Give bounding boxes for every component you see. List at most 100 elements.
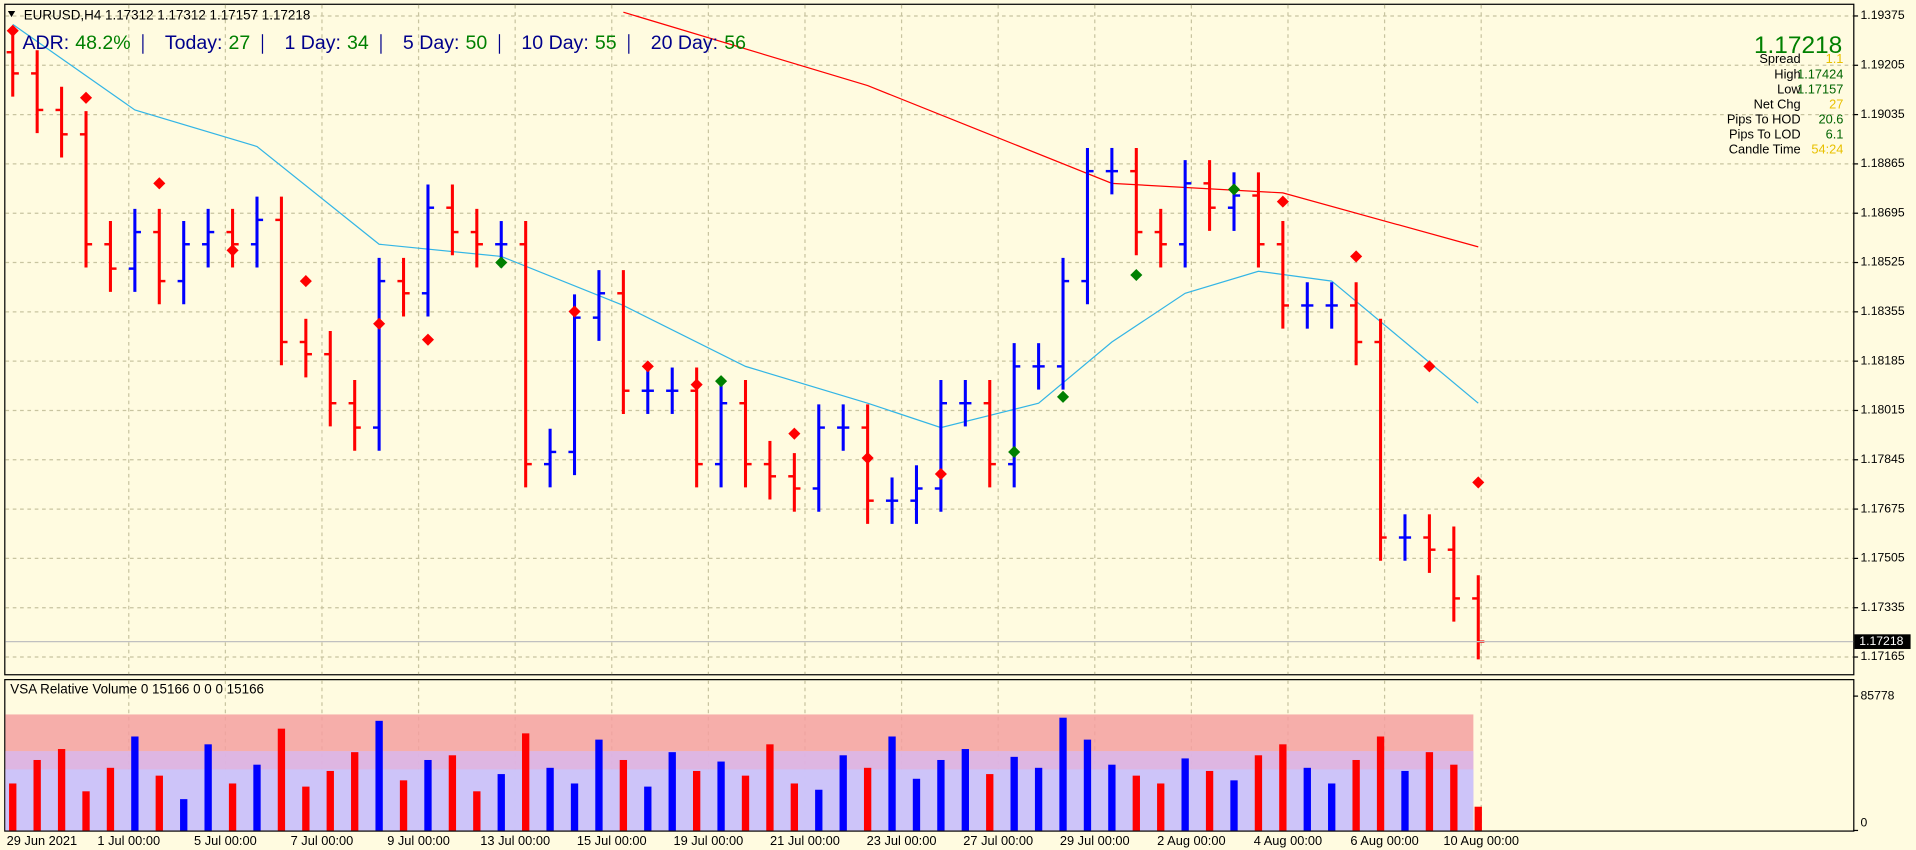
signal-diamond (421, 333, 435, 346)
y-tick-label: 1.17675 (1861, 501, 1905, 515)
volume-bar (277, 728, 286, 831)
y-tick-label: 1.19375 (1861, 8, 1905, 22)
info-label: Candle Time (1729, 141, 1801, 156)
adr-label: 20 Day: (651, 32, 718, 54)
ma-fast (12, 23, 1479, 429)
x-tick-label: 7 Jul 00:00 (291, 833, 354, 848)
volume-bar (228, 783, 237, 831)
volume-bar (766, 744, 774, 831)
volume-bar (1205, 770, 1214, 831)
volume-bar (497, 774, 505, 831)
menu-arrow (7, 10, 16, 18)
volume-bar (790, 783, 799, 831)
x-tick-label: 29 Jun 2021 (7, 833, 78, 848)
volume-bar (1425, 752, 1434, 831)
x-tick-label: 13 Jul 00:00 (480, 833, 550, 848)
volume-bar (570, 783, 579, 831)
volume-bar (33, 759, 41, 831)
x-tick-label: 15 Jul 00:00 (577, 833, 647, 848)
price-tag (1854, 634, 1911, 649)
volume-bar (1230, 780, 1238, 831)
volume-bar (1450, 764, 1458, 831)
signal-diamond (226, 244, 239, 257)
y-tick-label: 1.18185 (1861, 353, 1905, 367)
info-value: 20.6 (1818, 111, 1843, 126)
volume-bar (741, 775, 750, 831)
x-tick-label: 1 Jul 00:00 (97, 833, 160, 848)
volume-bar (717, 761, 725, 831)
x-tick-label: 27 Jul 00:00 (963, 833, 1033, 848)
volume-bar (1401, 770, 1409, 831)
y-tick-label: 1.18015 (1861, 403, 1905, 417)
band-low (5, 769, 1474, 831)
y-tick-label: 1.18355 (1861, 304, 1905, 318)
x-tick-label: 10 Aug 00:00 (1443, 833, 1519, 848)
volume-bar (448, 755, 457, 831)
big-price: 1.17218 (1754, 32, 1842, 59)
volume-bar (473, 791, 481, 831)
volume-bar (253, 764, 261, 831)
volume-bar (522, 733, 530, 831)
x-tick-label: 23 Jul 00:00 (867, 833, 937, 848)
volume-bar (351, 752, 359, 831)
x-tick-label: 19 Jul 00:00 (673, 833, 743, 848)
volume-bar (1083, 739, 1092, 831)
volume-bar (326, 770, 334, 831)
volume-bar (9, 783, 17, 831)
price-tag-label: 1.17218 (1859, 634, 1903, 648)
volume-bar (1034, 767, 1043, 831)
y-tick-label: 1.18865 (1861, 156, 1905, 170)
volume-bar (1328, 783, 1336, 831)
x-tick-label: 4 Aug 00:00 (1254, 833, 1322, 848)
volume-bar (619, 759, 628, 831)
adr-label: 5 Day: (403, 32, 459, 54)
volume-bar (692, 770, 701, 831)
texts: EURUSD,H4 1.17312 1.17312 1.17157 1.1721… (7, 7, 1905, 847)
x-tick-label: 6 Aug 00:00 (1350, 833, 1418, 848)
volume-title: VSA Relative Volume 0 15166 0 0 0 15166 (10, 682, 264, 697)
volume-bar (155, 775, 163, 831)
volume-bar (1059, 717, 1067, 831)
info-label: Net Chg (1754, 96, 1801, 111)
volume-bar (1010, 756, 1018, 831)
y-tick-label: 1.17845 (1861, 452, 1905, 466)
volume-bands (5, 714, 1474, 831)
volume-bar (668, 752, 676, 831)
signal-diamond (1350, 250, 1363, 263)
y-tick-label: 1.18525 (1861, 255, 1905, 269)
info-value: 1.17157 (1797, 81, 1843, 96)
x-tick-label: 5 Jul 00:00 (194, 833, 257, 848)
signal-diamond (934, 467, 947, 481)
volume-bar (1279, 744, 1287, 831)
info-value: 27 (1829, 96, 1843, 111)
adr-value: 50 (466, 32, 488, 54)
volume-bar (595, 739, 603, 831)
adr-label: 10 Day: (521, 32, 588, 54)
adr-label: ADR: (23, 32, 70, 54)
signal-diamond (788, 427, 801, 440)
volume-bar (131, 736, 139, 831)
volume-bar (204, 744, 212, 831)
volume-bar (986, 774, 994, 831)
volume-bar (302, 786, 310, 831)
symbol-header: EURUSD,H4 1.17312 1.17312 1.17157 1.1721… (24, 7, 311, 22)
signal-diamond (6, 24, 19, 37)
signal-diamond (79, 91, 93, 104)
volume-bar (961, 749, 969, 831)
y-tick-label: 1.18695 (1861, 205, 1905, 219)
marks (5, 11, 1911, 831)
signal-diamond (1472, 476, 1485, 489)
signal-diamond (715, 375, 728, 388)
volume-bar (106, 767, 115, 831)
volume-bar (1376, 736, 1385, 831)
y-tick-label: 1.19035 (1861, 107, 1905, 121)
y-tick-label: 1.17335 (1861, 600, 1905, 614)
info-label: Pips To LOD (1729, 126, 1801, 141)
adr-label: Today: (165, 32, 223, 54)
signal-diamond (1008, 445, 1021, 458)
adr-label: 1 Day: (284, 32, 340, 54)
grid (5, 4, 1859, 832)
adr-value: 34 (347, 32, 369, 54)
y-tick-label: 1.19205 (1861, 57, 1905, 71)
y-tick-label: 85778 (1861, 688, 1895, 702)
